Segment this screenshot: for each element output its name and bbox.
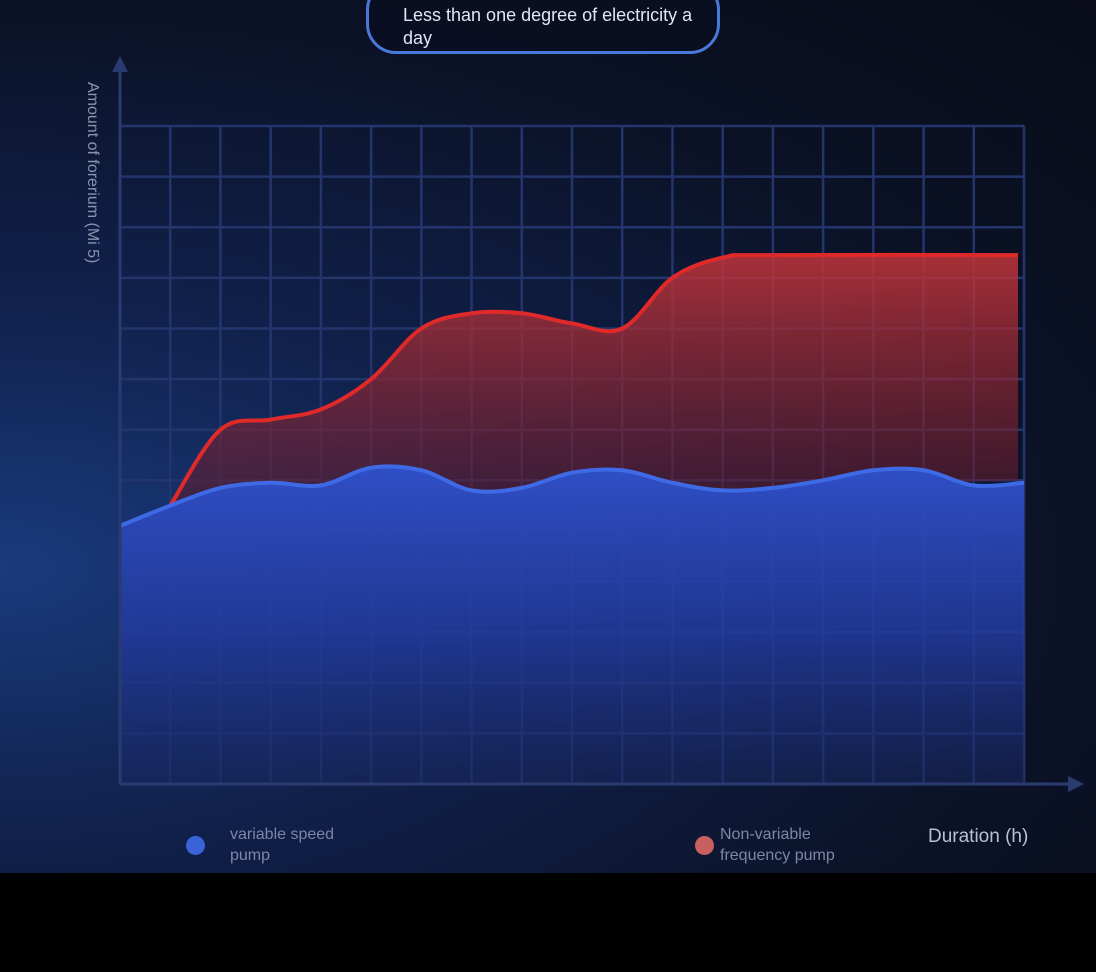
legend-dot-variable-speed-pump: [186, 836, 205, 855]
blue-series-line: [119, 464, 1025, 528]
y-axis-label: Amount of forerium (Mi 5): [84, 82, 101, 264]
legend-dot-non-variable-frequency-pump: [695, 836, 714, 855]
legend-label-non-variable-frequency-pump: Non-variable frequency pump: [720, 826, 835, 864]
x-axis-label: Duration (h): [928, 826, 1029, 847]
blue-area-fill: [120, 466, 1024, 784]
red-series-line: [168, 252, 1019, 507]
callout-bubble: [366, 0, 720, 54]
series-non-variable-frequency-pump: [168, 252, 1019, 507]
y-axis-arrow: [112, 56, 128, 72]
red-area-fill: [170, 254, 1018, 506]
area-chart: [112, 56, 1084, 792]
legend-label-variable-speed-pump: variable speed pump: [230, 826, 335, 864]
x-axis-arrow: [1068, 776, 1084, 792]
chart-panel: Less than one degree of electricity a da…: [0, 0, 1096, 873]
series-variable-speed-pump: [119, 464, 1025, 784]
chart-title: Less than one degree of electricity a da…: [403, 5, 693, 48]
axes: [112, 56, 1084, 792]
